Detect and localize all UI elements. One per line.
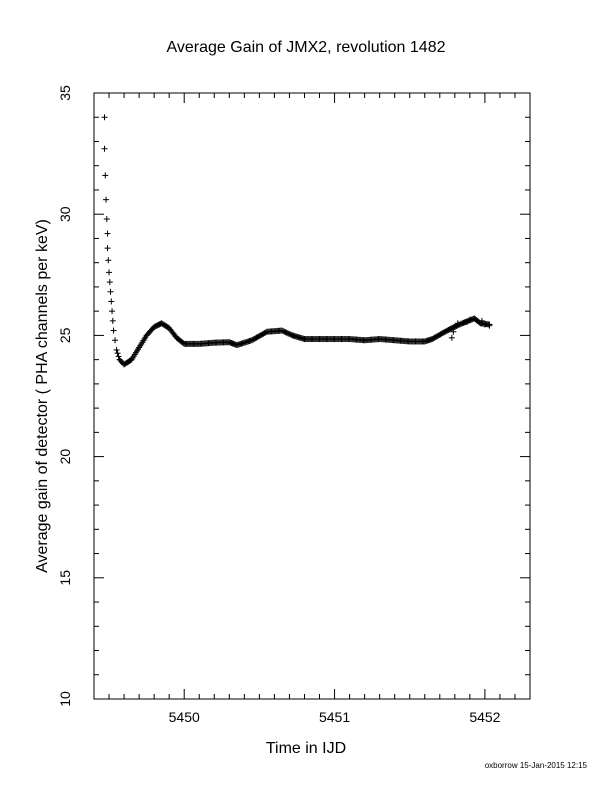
data-point: [113, 346, 120, 353]
x-axis-label: Time in IJD: [266, 740, 346, 757]
data-point: [101, 114, 108, 121]
data-point: [481, 321, 488, 328]
x-tick-label: 5450: [169, 709, 200, 725]
x-tick-label: 5451: [319, 709, 350, 725]
y-axis-label: Average gain of detector ( PHA channels …: [34, 219, 51, 573]
data-point: [451, 323, 458, 330]
data-point: [106, 279, 113, 286]
data-point: [448, 334, 455, 341]
y-tick-label: 35: [57, 85, 73, 101]
y-tick-label: 10: [57, 691, 73, 707]
data-markers: [101, 114, 493, 368]
data-point: [106, 269, 113, 276]
footer-timestamp: oxborrow 15-Jan-2015 12:15: [485, 761, 588, 770]
data-point: [115, 353, 122, 360]
axis-tick-labels: 5450 5451 5452 10 15 20 25 30 35: [57, 85, 501, 725]
data-point: [109, 308, 116, 315]
data-point: [102, 172, 109, 179]
axis-ticks: [93, 92, 531, 700]
data-point: [103, 196, 110, 203]
data-point: [112, 337, 119, 344]
data-point: [107, 288, 114, 295]
data-point: [486, 322, 493, 329]
data-point: [463, 319, 470, 326]
data-point: [108, 298, 115, 305]
plot-frame: [93, 92, 531, 700]
chart-title: Average Gain of JMX2, revolution 1482: [167, 39, 446, 56]
data-point: [110, 327, 117, 334]
y-tick-label: 30: [57, 206, 73, 222]
y-tick-label: 20: [57, 449, 73, 465]
data-point: [103, 216, 110, 223]
data-point: [114, 350, 121, 357]
data-point: [105, 257, 112, 264]
data-point: [104, 245, 111, 252]
data-point: [101, 145, 108, 152]
data-point: [109, 317, 116, 324]
y-tick-label: 15: [57, 570, 73, 586]
data-point: [450, 328, 457, 335]
data-point: [478, 317, 485, 324]
data-point: [104, 230, 111, 237]
y-tick-label: 25: [57, 327, 73, 343]
data-point: [454, 320, 461, 327]
x-tick-label: 5452: [469, 709, 500, 725]
data-point: [466, 316, 473, 323]
